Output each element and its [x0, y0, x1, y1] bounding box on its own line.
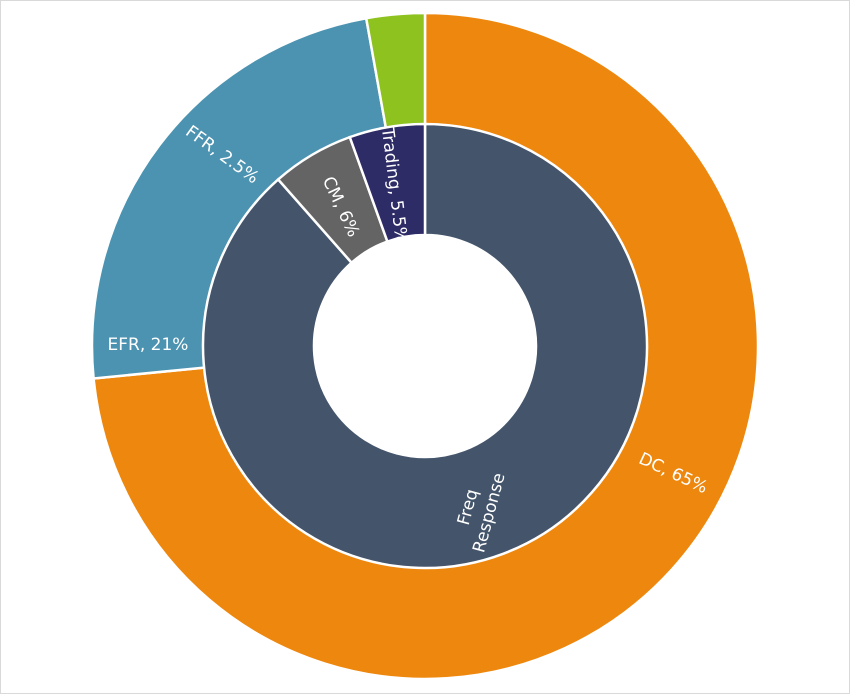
slice-inner-0 [201, 122, 649, 570]
slice-label-efr: EFR, 21% [108, 335, 189, 355]
inner-ring [201, 122, 649, 570]
slice-inner-2 [348, 122, 427, 244]
outer-ring [90, 11, 760, 681]
